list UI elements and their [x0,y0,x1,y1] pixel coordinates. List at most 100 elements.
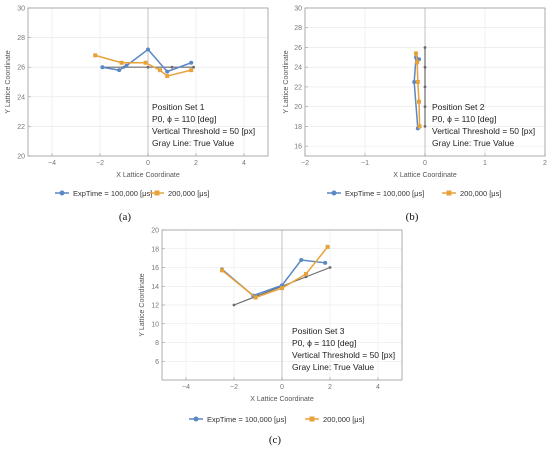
chart3-series-200000-point [325,244,330,249]
chart2-tick-label-x: −1 [361,160,369,167]
chart3-annotation-line: Position Set 3 [292,326,345,336]
chart2-series-200000-point [417,124,422,129]
chart1-series-true-point [146,65,150,69]
chart3-x-axis-title: X Lattice Coordinate [250,396,314,403]
chart1-tick-label-x: 0 [146,160,150,167]
chart3-series-true-point [232,303,236,307]
chart1-tick-label-y: 20 [17,154,25,161]
chart1-tick-label-y: 24 [17,94,25,101]
chart1-annotation-line: Position Set 1 [152,102,205,112]
chart1-annotation-line: Gray Line: True Value [152,138,234,148]
chart3-tick-label-x: 0 [280,384,284,391]
chart2-series-200000-point [414,51,418,56]
chart1-x-axis-title: X Lattice Coordinate [116,172,180,179]
chart2-annotation-line: Gray Line: True Value [432,138,514,148]
chart2-tick-label-y: 18 [294,124,302,131]
chart3-legend-marker-series1 [193,416,199,422]
chart1-series-200000-point [143,60,148,65]
chart2-tick-label-y: 22 [294,84,302,91]
chart1-legend-label-series2: 200,000 [μs] [168,189,209,198]
chart1-tick-label-y: 30 [17,6,25,13]
chart2-tick-label-y: 28 [294,25,302,32]
chart2-tick-label-x: −2 [301,160,309,167]
chart1-series-100000-point [117,68,122,73]
chart3-tick-label-x: −2 [230,384,238,391]
chart2-tick-label-x: 0 [423,160,427,167]
chart3-annotation-line: Gray Line: True Value [292,362,374,372]
chart3-tick-label-y: 12 [151,303,159,310]
chart2-series-200000-point [417,99,421,104]
chart1-series-100000-line [102,48,192,73]
chart3-tick-label-x: 4 [376,384,380,391]
chart1-y-axis-title: Y Lattice Coordinate [5,50,12,113]
chart3-series-200000-point [253,295,258,300]
chart1-tick-label-x: −2 [96,160,104,167]
chart1-tick-label-x: 4 [242,160,246,167]
chart1-annotation-line: Vertical Threshold = 50 [px] [152,126,255,136]
chart3-series-200000-line [221,246,329,299]
chart1-series-100000-point [146,47,150,52]
chart3-series-200000-point [220,268,224,273]
chart1-legend-label-series1: ExpTime = 100,000 [μs] [73,189,152,198]
panel-label-b: (b) [406,211,419,223]
chart1-tick-label-x: −4 [48,160,56,167]
chart1-series-200000-point [158,68,162,73]
chart1-series-200000-point [119,60,124,65]
chart2-annotation-line: P0, ϕ = 110 [deg] [432,114,496,124]
chart3-tick-label-y: 6 [155,359,159,366]
chart1-series-200000-point [93,53,98,58]
chart2-series-true-point [423,125,427,128]
chart1-legend-marker-series1 [59,190,65,196]
chart1-series-200000-point [189,68,194,73]
chart3-series-100000-point [323,260,328,265]
chart2-tick-label-y: 26 [294,45,302,52]
chart1-series-true-point [170,65,174,69]
chart3-series-200000-point [280,286,284,291]
chart3-tick-label-y: 8 [155,340,159,347]
chart2-tick-label-x: 2 [543,160,547,167]
chart1-series-100000-point [189,60,194,65]
chart1-tick-label-x: 2 [194,160,198,167]
chart1-series-100000-point [165,69,170,74]
chart3-legend-marker-series2 [309,416,315,422]
chart3-tick-label-y: 20 [151,228,159,235]
chart1-annotation-line: P0, ϕ = 110 [deg] [152,114,216,124]
chart2-y-axis-title: Y Lattice Coordinate [283,50,290,113]
chart1-series-100000-point [124,63,129,68]
chart1-tick-label-y: 28 [17,35,25,42]
chart2-series-100000-point [412,80,417,84]
panel-label-a: (a) [119,211,132,223]
chart2-tick-label-y: 20 [294,104,302,111]
chart2-series-true-point [423,46,427,49]
chart3-y-axis-title: Y Lattice Coordinate [139,273,146,336]
chart2-legend-label-series1: ExpTime = 100,000 [μs] [345,189,424,198]
chart2-series-true-point [423,85,427,89]
chart3-tick-label-x: −4 [182,384,190,391]
chart3-legend-label-series2: 200,000 [μs] [323,415,364,424]
chart2-tick-label-y: 30 [294,6,302,13]
chart2-tick-label-y: 16 [294,144,302,151]
chart3-tick-label-y: 10 [151,321,159,328]
chart2-series-200000-point [415,80,420,84]
chart3-series-true-point [328,266,332,269]
chart3-series-100000-line [221,259,326,297]
chart1-series-true-point [192,65,196,69]
chart2-series-true-point [423,105,427,109]
chart3-tick-label-y: 16 [151,265,159,272]
chart3-tick-label-y: 18 [151,246,159,253]
chart2-x-axis-title: X Lattice Coordinate [393,172,457,179]
chart3-legend-label-series1: ExpTime = 100,000 [μs] [207,415,286,424]
chart3-series-100000-point [299,258,304,262]
chart3-annotation-line: P0, ϕ = 110 [deg] [292,338,356,348]
chart1-tick-label-y: 22 [17,124,25,131]
chart1-legend-marker-series2 [154,190,160,196]
chart2-annotation-line: Vertical Threshold = 50 [px] [432,126,535,136]
chart2-legend-label-series2: 200,000 [μs] [460,189,501,198]
chart3-tick-label-y: 14 [151,284,159,291]
chart2-legend-marker-series1 [331,190,337,196]
chart3-series-200000-point [304,272,308,277]
chart1-series-200000-line [94,54,192,77]
chart3-tick-label-x: 2 [328,384,332,391]
chart2-series-true-point [423,65,427,69]
